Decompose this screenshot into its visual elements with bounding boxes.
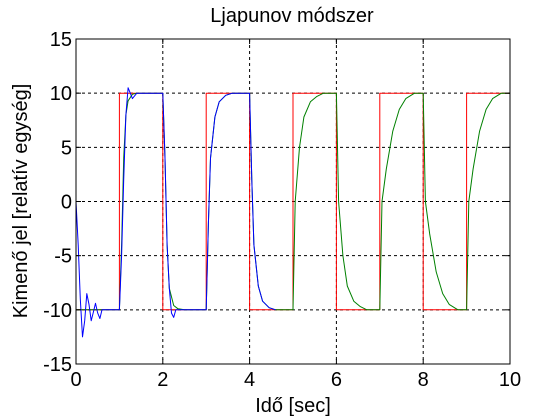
y-tick-label: 15: [50, 29, 72, 51]
x-axis-label: Idő [sec]: [255, 395, 331, 417]
y-tick-label: 10: [50, 83, 72, 105]
x-tick-label: 0: [70, 369, 81, 391]
x-tick-label: 4: [244, 369, 255, 391]
reference-line: [76, 92, 510, 311]
x-tick-labels: 0 2 4 6 8 10: [70, 369, 521, 391]
y-tick-label: -15: [43, 354, 72, 376]
y-tick-label: -10: [43, 300, 72, 322]
x-tick-label: 8: [418, 369, 429, 391]
x-tick-label: 6: [331, 369, 342, 391]
y-tick-label: -5: [54, 246, 72, 268]
x-tick-label: 10: [499, 369, 521, 391]
y-axis-label: Kimenő jel [relatív egység]: [10, 84, 32, 319]
series-layer: [75, 87, 510, 338]
y-tick-labels: 15 10 5 0 -5 -10 -15: [43, 29, 72, 376]
tick-marks: [75, 38, 511, 365]
x-tick-label: 2: [157, 369, 168, 391]
y-tick-label: 0: [61, 192, 72, 214]
y-tick-label: 5: [61, 137, 72, 159]
chart-title: Ljapunov módszer: [210, 5, 374, 27]
output-line-blue: [75, 87, 276, 338]
